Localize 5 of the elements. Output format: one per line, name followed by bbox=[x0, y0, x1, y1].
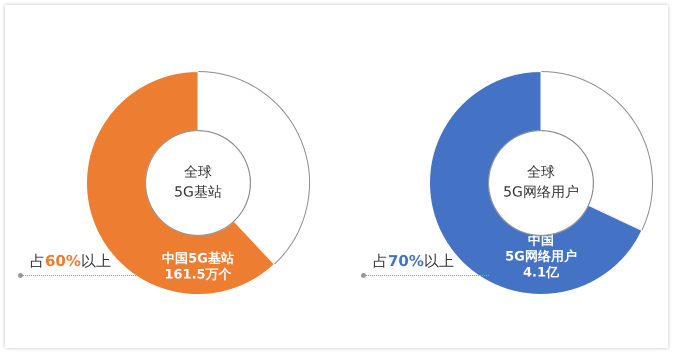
slice-label: 中国5G基站 161.5万个 bbox=[162, 251, 234, 282]
text: 全球 5G基站 bbox=[174, 164, 222, 201]
text: 占60%以上 bbox=[30, 252, 111, 270]
text: 占70%以上 bbox=[373, 252, 454, 270]
text: 全球 5G网络用户 bbox=[503, 164, 579, 201]
